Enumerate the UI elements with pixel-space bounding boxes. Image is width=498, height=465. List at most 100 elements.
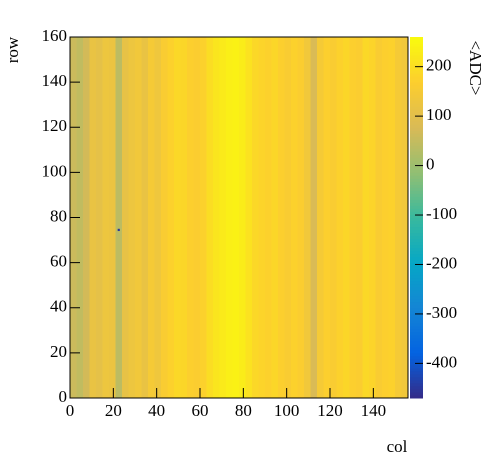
- heatmap-column: [375, 37, 383, 398]
- colorbar-step: [410, 55, 423, 59]
- colorbar-step: [410, 193, 423, 197]
- colorbar-step: [410, 328, 423, 333]
- colorbar-step: [410, 121, 423, 125]
- colorbar-step: [410, 385, 423, 390]
- heatmap-column: [245, 37, 253, 398]
- colorbar-step: [410, 187, 423, 191]
- colorbar-step: [410, 391, 423, 396]
- colorbar-step: [410, 205, 423, 209]
- x-tick-label: 140: [361, 401, 387, 420]
- colorbar-tick-label: -400: [426, 352, 457, 371]
- heatmap-column: [388, 37, 396, 398]
- colorbar-tick-label: 100: [426, 105, 452, 124]
- colorbar-step: [410, 79, 423, 83]
- colorbar-step: [410, 352, 423, 357]
- colorbar-step: [410, 160, 423, 164]
- colorbar-step: [410, 250, 423, 255]
- colorbar-step: [410, 283, 423, 288]
- heatmap-column: [174, 37, 181, 398]
- colorbar-step: [410, 43, 423, 47]
- heatmap-column: [304, 37, 311, 398]
- colorbar-step: [410, 124, 423, 128]
- colorbar-step: [410, 247, 423, 252]
- y-tick-label: 80: [50, 206, 67, 225]
- heatmap-column: [343, 37, 350, 398]
- colorbar-step: [410, 58, 423, 62]
- heatmap-column: [252, 37, 259, 398]
- colorbar-step: [410, 295, 423, 300]
- colorbar-step: [410, 184, 423, 188]
- colorbar-step: [410, 94, 423, 98]
- colorbar-step: [410, 319, 423, 324]
- colorbar-step: [410, 373, 423, 378]
- heatmap-column: [310, 37, 318, 398]
- colorbar-title: <ADC>: [466, 40, 485, 95]
- heatmap-column: [336, 37, 344, 398]
- y-tick-label: 100: [42, 161, 68, 180]
- colorbar-step: [410, 145, 423, 149]
- colorbar-step: [410, 235, 423, 240]
- heatmap-column: [226, 37, 233, 398]
- colorbar-step: [410, 268, 423, 273]
- colorbar-step: [410, 253, 423, 258]
- colorbar-step: [410, 220, 423, 225]
- colorbar-step: [410, 292, 423, 297]
- colorbar-step: [410, 37, 423, 41]
- colorbar-step: [410, 91, 423, 95]
- colorbar-step: [410, 265, 423, 270]
- x-tick-label: 0: [66, 401, 75, 420]
- heatmap-column: [265, 37, 272, 398]
- colorbar-step: [410, 274, 423, 279]
- colorbar-step: [410, 106, 423, 110]
- colorbar-step: [410, 70, 423, 74]
- heatmap-column: [89, 37, 97, 398]
- heatmap-column: [284, 37, 292, 398]
- y-tick-label: 0: [59, 387, 68, 406]
- colorbar-step: [410, 286, 423, 291]
- colorbar-tick-label: -200: [426, 253, 457, 272]
- colorbar-step: [410, 136, 423, 140]
- heatmap-column: [83, 37, 90, 398]
- heatmap-column: [401, 37, 409, 398]
- y-tick-label: 60: [50, 252, 67, 271]
- heatmap-column: [219, 37, 227, 398]
- colorbar-step: [410, 346, 423, 351]
- colorbar-step: [410, 298, 423, 303]
- heatmap-column: [115, 37, 123, 398]
- heatmap-column: [362, 37, 370, 398]
- colorbar-step: [410, 259, 423, 264]
- heatmap-column: [356, 37, 363, 398]
- colorbar-step: [410, 232, 423, 237]
- colorbar-tick-label: -300: [426, 303, 457, 322]
- colorbar-step: [410, 139, 423, 143]
- colorbar-step: [410, 118, 423, 122]
- x-tick-label: 100: [274, 401, 300, 420]
- colorbar-step: [410, 367, 423, 372]
- colorbar-step: [410, 67, 423, 71]
- colorbar-step: [410, 343, 423, 348]
- heatmap-column: [382, 37, 389, 398]
- colorbar-step: [410, 370, 423, 375]
- colorbar-step: [410, 325, 423, 330]
- colorbar-step: [410, 340, 423, 345]
- colorbar-step: [410, 127, 423, 131]
- colorbar-step: [410, 289, 423, 294]
- y-tick-label: 120: [42, 116, 68, 135]
- colorbar-step: [410, 181, 423, 185]
- colorbar-step: [410, 169, 423, 173]
- colorbar-step: [410, 256, 423, 261]
- y-tick-label: 20: [50, 342, 67, 361]
- colorbar-step: [410, 190, 423, 194]
- colorbar-step: [410, 76, 423, 80]
- colorbar-step: [410, 157, 423, 161]
- heatmap-column: [96, 37, 103, 398]
- heatmap-cell: [117, 228, 120, 232]
- colorbar-step: [410, 61, 423, 65]
- x-axis-title: col: [387, 437, 408, 456]
- heatmap-column: [102, 37, 110, 398]
- colorbar-step: [410, 103, 423, 107]
- colorbar-step: [410, 244, 423, 249]
- colorbar-step: [410, 202, 423, 206]
- colorbar-step: [410, 196, 423, 200]
